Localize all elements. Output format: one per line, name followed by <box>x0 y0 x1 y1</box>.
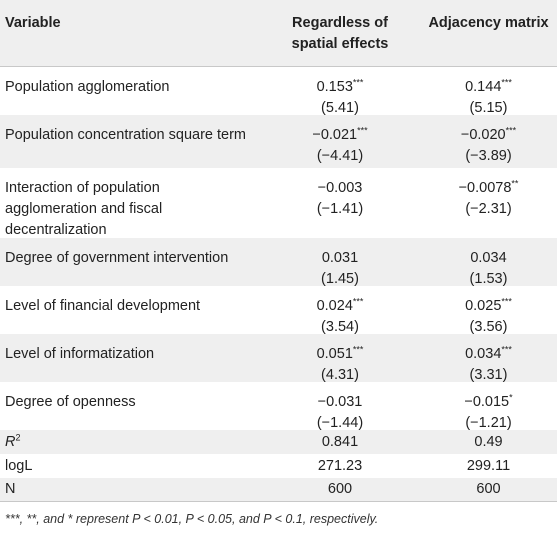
t-stat: (−1.44) <box>316 415 364 431</box>
row-col1: 0.031 (1.45) <box>270 248 410 290</box>
n-label: N <box>5 481 16 497</box>
r2-col1: 0.841 <box>321 434 359 450</box>
row-col2: 0.034*** (3.31) <box>420 344 557 386</box>
row-col1: 0.024*** (3.54) <box>270 296 410 338</box>
n-col2: 600 <box>476 481 501 497</box>
coef-cell: 0.153*** <box>316 77 364 95</box>
coef-cell: 0.144*** <box>465 77 512 95</box>
coef-cell: 0.051*** <box>316 344 364 362</box>
row-variable-line: Population concentration square term <box>5 127 247 143</box>
table-row: Level of financial development 0.024*** … <box>0 286 557 335</box>
significance-stars: *** <box>352 344 364 355</box>
n-col1: 600 <box>327 481 353 497</box>
row-col1: −0.031 (−1.44) <box>270 392 410 434</box>
t-stat: (1.53) <box>469 271 508 287</box>
coef-cell: −0.020*** <box>460 125 517 143</box>
t-stat: (3.31) <box>469 367 508 383</box>
table-row: Degree of government intervention 0.031 … <box>0 238 557 287</box>
row-col1: −0.021*** (−4.41) <box>270 125 410 167</box>
table-row: Degree of openness −0.031 (−1.44) −0.015… <box>0 382 557 431</box>
table-header: Variable Regardless of spatial effects A… <box>0 0 557 67</box>
row-variable-line: Degree of government intervention <box>5 250 229 266</box>
t-stat: (5.41) <box>321 100 359 116</box>
row-col2: 0.034 (1.53) <box>420 248 557 290</box>
t-stat: (3.54) <box>321 319 359 335</box>
row-variable: Population agglomeration <box>5 77 270 98</box>
table-row: Interaction of population agglomeration … <box>0 168 557 238</box>
table-row: Level of informatization 0.051*** (4.31)… <box>0 334 557 383</box>
table-row: Population agglomeration 0.153*** (5.41)… <box>0 67 557 116</box>
coef-cell: −0.0078** <box>458 178 519 196</box>
row-variable-line: Level of informatization <box>5 346 155 362</box>
coef-cell: −0.015* <box>464 392 513 410</box>
header-col1-line2: spatial effects <box>291 36 389 52</box>
coef-cell: −0.003 <box>317 180 363 196</box>
row-variable: R2 <box>5 432 270 453</box>
t-stat: (−1.21) <box>465 415 512 431</box>
logl-label: logL <box>5 458 33 474</box>
significance-stars: * <box>509 392 513 403</box>
row-col1: 0.051*** (4.31) <box>270 344 410 386</box>
row-col2: 0.025*** (3.56) <box>420 296 557 338</box>
table-row-n: N 600 600 <box>0 478 557 501</box>
significance-stars: ** <box>511 178 519 189</box>
t-stat: (3.56) <box>469 319 508 335</box>
t-stat: (1.45) <box>321 271 359 287</box>
header-variable: Variable <box>5 15 61 31</box>
row-col1: 0.153*** (5.41) <box>270 77 410 119</box>
coef-cell: 0.024*** <box>316 296 364 314</box>
row-variable-line: decentralization <box>5 222 107 238</box>
coef-cell: −0.031 <box>317 394 363 410</box>
row-col2: −0.015* (−1.21) <box>420 392 557 434</box>
t-stat: (−3.89) <box>465 148 512 164</box>
significance-stars: *** <box>505 125 517 136</box>
row-variable: Degree of government intervention <box>5 248 270 269</box>
row-col2: −0.0078** (−2.31) <box>420 178 557 220</box>
row-variable: Interaction of population agglomeration … <box>5 178 270 241</box>
coef-cell: 0.034 <box>470 250 507 266</box>
r2-label-sup: 2 <box>15 432 21 443</box>
t-stat: (−4.41) <box>316 148 364 164</box>
significance-stars: *** <box>352 77 364 88</box>
row-variable-line: Interaction of population <box>5 180 160 196</box>
row-variable-line: Degree of openness <box>5 394 136 410</box>
row-variable: Level of financial development <box>5 296 270 317</box>
significance-stars: *** <box>501 77 512 88</box>
logl-col2: 299.11 <box>466 458 511 474</box>
r2-label-base: R <box>5 434 16 450</box>
significance-stars: *** <box>357 125 368 136</box>
row-variable-line: Level of financial development <box>5 298 201 314</box>
row-col2: 0.144*** (5.15) <box>420 77 557 119</box>
t-stat: (5.15) <box>469 100 508 116</box>
significance-stars: *** <box>352 296 364 307</box>
row-variable-line: agglomeration and fiscal <box>5 201 163 217</box>
row-variable: Population concentration square term <box>5 125 270 146</box>
coef-cell: 0.025*** <box>465 296 512 314</box>
r2-col2: 0.49 <box>474 434 503 450</box>
header-col1-line1: Regardless of <box>292 15 388 31</box>
table-row-logl: logL 271.23 299.11 <box>0 454 557 478</box>
table-footnote: ***, **, and * represent P < 0.01, P < 0… <box>5 512 379 526</box>
significance-stars: *** <box>501 296 512 307</box>
row-variable: Degree of openness <box>5 392 270 413</box>
logl-col1: 271.23 <box>317 458 363 474</box>
row-col1: −0.003 (−1.41) <box>270 178 410 220</box>
header-regardless-spatial: Regardless of spatial effects <box>270 13 410 55</box>
row-variable-line: Population agglomeration <box>5 79 170 95</box>
coef-cell: 0.034*** <box>465 344 512 362</box>
row-variable: Level of informatization <box>5 344 270 365</box>
significance-stars: *** <box>501 344 512 355</box>
coef-cell: 0.031 <box>321 250 359 266</box>
table-row: Population concentration square term −0.… <box>0 115 557 168</box>
coef-cell: −0.021*** <box>312 125 368 143</box>
t-stat: (−1.41) <box>316 201 364 217</box>
table-bottom-rule <box>0 501 557 502</box>
header-adjacency-matrix: Adjacency matrix <box>428 15 549 31</box>
t-stat: (−2.31) <box>465 201 512 217</box>
t-stat: (4.31) <box>321 367 359 383</box>
table-row-r2: R2 0.841 0.49 <box>0 430 557 454</box>
row-col2: −0.020*** (−3.89) <box>420 125 557 167</box>
